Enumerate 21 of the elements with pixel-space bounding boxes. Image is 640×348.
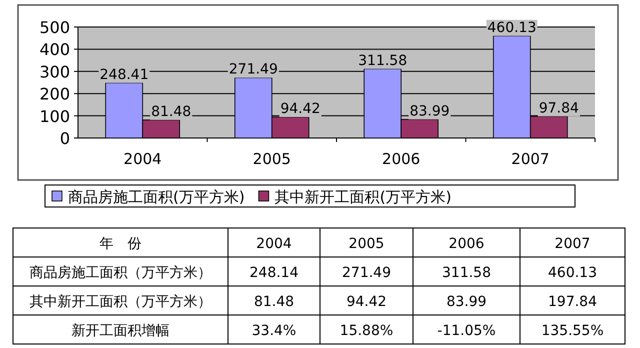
data-label: 97.84 xyxy=(538,100,579,116)
data-label: 94.42 xyxy=(280,101,320,118)
y-tick-label: 500 xyxy=(39,18,70,37)
data-label: 271.49 xyxy=(228,62,278,78)
data-label: 460.13 xyxy=(487,20,536,36)
data-label: 248.41 xyxy=(100,66,149,83)
data-label: 83.99 xyxy=(410,103,450,120)
x-tick-label: 2004 xyxy=(124,150,162,168)
x-tick-label: 2007 xyxy=(511,150,550,168)
y-tick-label: 100 xyxy=(39,106,70,126)
x-tick-label: 2005 xyxy=(252,150,291,168)
table: 年 份 2004 2005 2006 2007 商品房施工面积（万平方米） 248.14 271.49 311.58 460.13 其中新开工面积（万平方米） 81.48 94.42 83.99 197.84 新开工面积增幅 33.4% 15.88% -11.05% 135.55% xyxy=(12,228,626,344)
y-tick-label: 300 xyxy=(39,62,70,82)
y-tick-label: 0 xyxy=(60,129,70,148)
y-tick-label: 400 xyxy=(39,40,70,60)
x-tick-label: 2006 xyxy=(382,150,420,168)
legend-label: 商品房施工面积(万平方米) xyxy=(68,188,245,206)
data-label: 81.48 xyxy=(151,104,192,120)
y-tick-label: 200 xyxy=(39,84,70,104)
legend-label: 其中新开工面积(万平方米) xyxy=(274,188,452,206)
data-label: 311.58 xyxy=(358,52,408,69)
